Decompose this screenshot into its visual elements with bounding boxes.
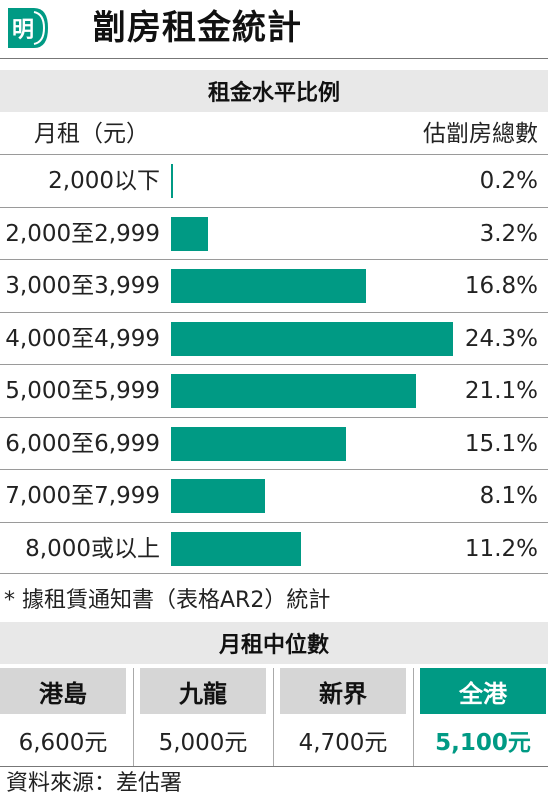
region-box: 港島 6,600元 — [0, 668, 126, 766]
chart-row: 6,000至6,999 15.1% — [0, 416, 548, 470]
bar — [171, 531, 301, 566]
median-regions: 港島 6,600元 九龍 5,000元 新界 4,700元 全港 5,100元 — [0, 668, 548, 766]
category-label: 5,000至5,999 — [5, 378, 160, 404]
region-name: 九龍 — [140, 668, 266, 714]
category-label: 2,000至2,999 — [5, 220, 160, 247]
region-name: 新界 — [280, 668, 406, 714]
category-label: 6,000至6,999 — [5, 430, 160, 457]
value-label: 3.2% — [479, 220, 538, 247]
region-box: 新界 4,700元 — [280, 668, 406, 766]
header-divider — [0, 58, 548, 59]
region-median-value: 5,000元 — [158, 730, 248, 756]
bar — [171, 426, 346, 461]
bar — [171, 269, 366, 303]
chart-row: 4,000至4,999 24.3% — [0, 311, 548, 365]
region-divider — [413, 668, 414, 766]
region-box: 全港 5,100元 — [420, 668, 546, 766]
header: 明 劏房租金統計 — [0, 0, 548, 62]
bar — [171, 374, 416, 408]
chart-row: 2,000至2,999 3.2% — [0, 206, 548, 260]
category-label: 4,000至4,999 — [5, 325, 160, 352]
category-label: 3,000至3,999 — [5, 273, 160, 299]
bar — [171, 479, 265, 513]
category-label: 7,000至7,999 — [5, 483, 160, 509]
region-divider — [133, 668, 134, 766]
mingpao-logo: 明 — [8, 8, 48, 48]
rent-section-title: 租金水平比例 — [0, 70, 548, 112]
footnote: * 據租賃通知書（表格AR2）統計 — [4, 588, 331, 613]
region-median-value: 5,100元 — [435, 730, 531, 756]
value-label: 15.1% — [464, 430, 538, 457]
chart-row: 5,000至5,999 21.1% — [0, 364, 548, 417]
value-label: 0.2% — [479, 168, 538, 194]
bar — [171, 216, 208, 251]
bar — [171, 321, 453, 356]
bar — [171, 164, 173, 198]
region-name: 港島 — [0, 668, 126, 714]
count-column-header: 估劏房總數 — [423, 121, 538, 147]
chart-row: 7,000至7,999 8.1% — [0, 469, 548, 522]
region-median-value: 4,700元 — [298, 730, 388, 756]
value-label: 8.1% — [479, 483, 538, 509]
value-label: 11.2% — [464, 535, 538, 562]
value-label: 21.1% — [464, 378, 538, 404]
category-label: 2,000以下 — [48, 168, 160, 194]
page-title: 劏房租金統計 — [92, 8, 302, 48]
median-section-title: 月租中位數 — [0, 622, 548, 664]
chart-row: 8,000或以上 11.2% — [0, 521, 548, 574]
category-label: 8,000或以上 — [25, 535, 160, 562]
source-text: 資料來源：差估署 — [6, 771, 183, 796]
value-label: 16.8% — [464, 273, 538, 299]
region-median-value: 6,600元 — [18, 730, 108, 756]
logo-char: 明 — [12, 18, 34, 43]
chart-row: 2,000以下 0.2% — [0, 154, 548, 207]
rent-column-header: 月租（元） — [34, 121, 149, 147]
region-name: 全港 — [420, 668, 546, 714]
region-divider — [273, 668, 274, 766]
value-label: 24.3% — [464, 325, 538, 352]
chart-row: 3,000至3,999 16.8% — [0, 259, 548, 312]
source-divider — [0, 766, 548, 767]
region-box: 九龍 5,000元 — [140, 668, 266, 766]
rent-bar-chart: 2,000以下 0.2% 2,000至2,999 3.2% 3,000至3,999 16.… — [0, 154, 548, 574]
